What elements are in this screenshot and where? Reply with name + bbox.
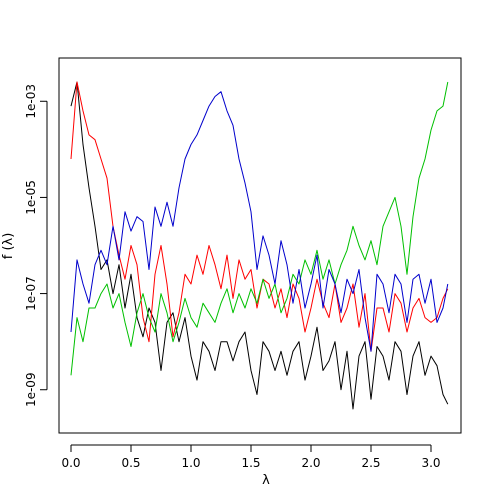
y-axis-title: f (λ)	[1, 233, 16, 260]
y-tick-label: 1e-05	[24, 180, 38, 215]
x-axis: 0.0 0.5 1.0 1.5 2.0 2.5 3.0	[61, 444, 441, 470]
x-tick-label: 0.5	[121, 456, 140, 470]
series-line-2	[70, 81, 449, 352]
series-layer	[70, 81, 449, 410]
series-line-1	[70, 81, 449, 410]
y-tick-label: 1e-09	[24, 372, 38, 407]
y-tick-label: 1e-07	[24, 276, 38, 311]
y-tick-label: 1e-03	[24, 84, 38, 119]
x-axis-title: λ	[262, 473, 270, 488]
plot-frame	[58, 57, 462, 434]
series-line-4	[70, 91, 449, 352]
x-tick-label: 1.5	[241, 456, 260, 470]
x-tick-label: 0.0	[61, 456, 80, 470]
x-tick-label: 1.0	[181, 456, 200, 470]
x-tick-label: 2.0	[301, 456, 320, 470]
x-tick-label: 3.0	[421, 456, 440, 470]
y-axis: 1e-09 1e-07 1e-05 1e-03	[24, 84, 48, 407]
series-line-3	[70, 81, 449, 376]
x-tick-label: 2.5	[361, 456, 380, 470]
